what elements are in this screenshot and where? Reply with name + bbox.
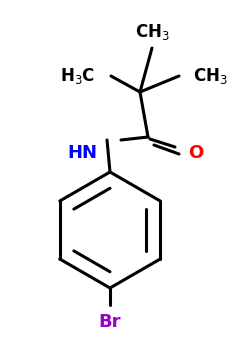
Text: H$_3$C: H$_3$C xyxy=(60,66,96,86)
Text: O: O xyxy=(188,144,204,162)
Text: CH$_3$: CH$_3$ xyxy=(134,22,170,42)
Text: CH$_3$: CH$_3$ xyxy=(192,66,228,86)
Text: HN: HN xyxy=(67,144,97,162)
Text: Br: Br xyxy=(99,313,121,331)
